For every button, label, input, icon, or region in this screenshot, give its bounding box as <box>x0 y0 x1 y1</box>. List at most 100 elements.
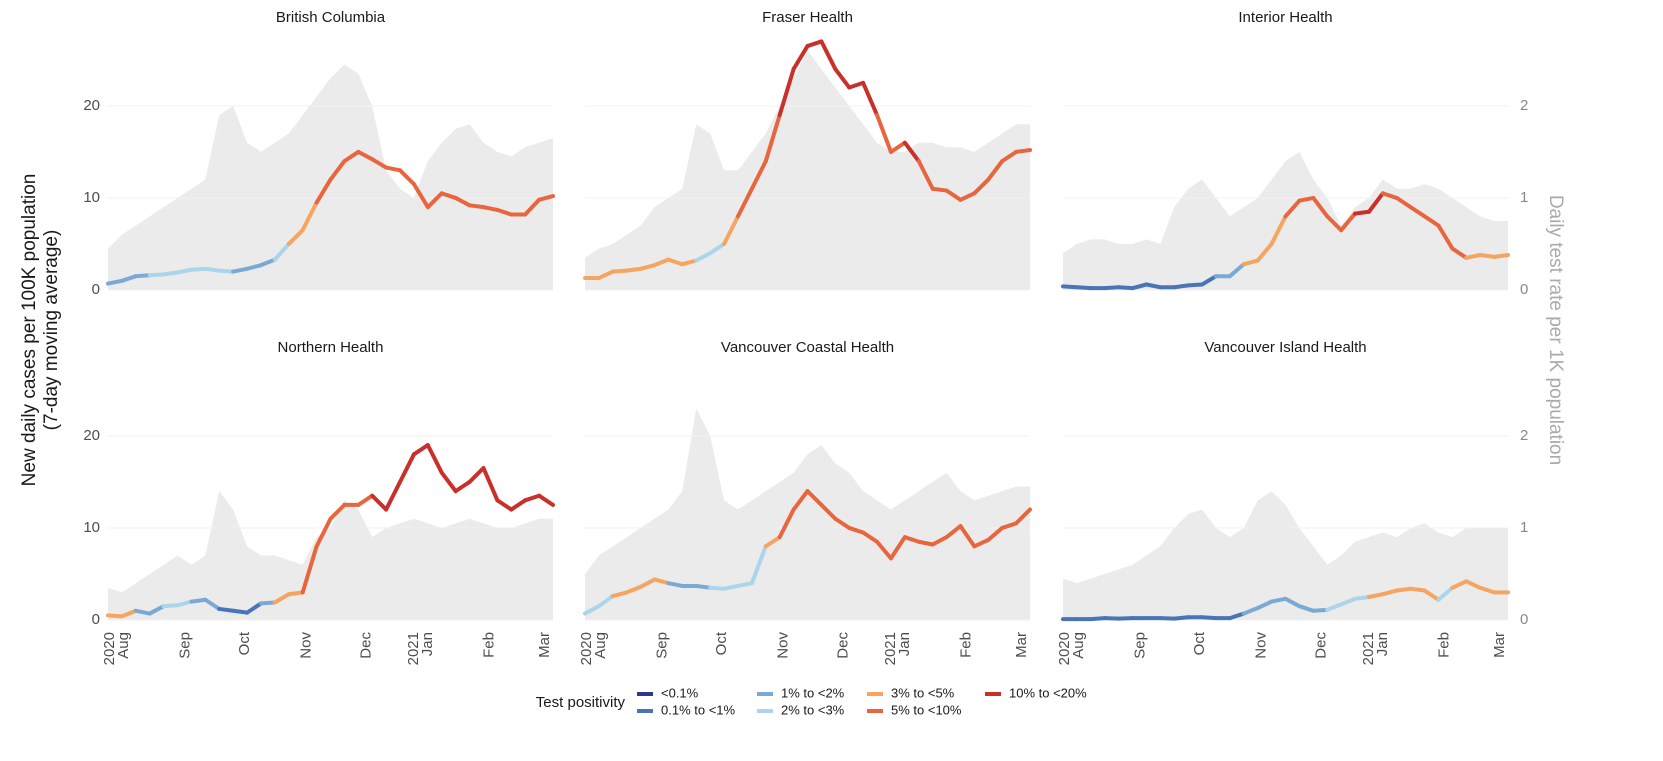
panel-title: Vancouver Coastal Health <box>721 339 894 356</box>
cases-line-segment <box>666 257 685 267</box>
cases-line-segment <box>1269 596 1288 604</box>
cases-line-segment <box>1366 191 1385 214</box>
cases-line-segment <box>735 581 754 588</box>
cases-line-segment <box>189 266 208 272</box>
cases-line-segment <box>1422 214 1441 228</box>
cases-line-segment <box>467 203 486 210</box>
cases-line-segment <box>245 263 263 271</box>
cases-line-segment <box>286 590 305 597</box>
x-year-label: 2020 <box>101 632 118 665</box>
cases-line-segment <box>356 149 375 162</box>
cases-line-segment <box>763 535 782 549</box>
cases-line-segment <box>161 270 180 277</box>
cases-line-segment <box>1353 209 1371 216</box>
x-year-label: 2021 <box>1360 632 1377 665</box>
cases-line-segment <box>1255 241 1274 263</box>
cases-line-segment <box>328 502 347 521</box>
cases-line-segment <box>1380 588 1399 597</box>
cases-line-segment <box>1478 585 1497 595</box>
cases-line-segment <box>481 205 500 212</box>
cases-line-segment <box>1088 616 1107 622</box>
x-tick-label: Aug <box>115 632 132 659</box>
cases-line-segment <box>1450 246 1469 260</box>
cases-line-segment <box>1478 253 1497 259</box>
x-year-label: 2021 <box>405 632 422 665</box>
cases-line-segment <box>106 278 124 286</box>
legend-label: 3% to <5% <box>891 685 955 700</box>
cases-line-segment <box>958 191 977 202</box>
cases-line-segment <box>652 257 671 268</box>
cases-line-segment <box>537 194 555 202</box>
cases-line-segment <box>133 273 152 279</box>
cases-line-segment <box>106 613 124 619</box>
x-tick-label: Mar <box>536 632 553 658</box>
cases-line-segment <box>523 493 542 503</box>
x-tick-label: Jan <box>896 632 913 656</box>
cases-line-segment <box>217 268 236 274</box>
cases-line-segment <box>481 466 500 503</box>
x-tick-label: Nov <box>1253 632 1270 659</box>
cases-line-segment <box>175 599 194 608</box>
cases-line-segment <box>1436 585 1455 602</box>
cases-line-segment <box>1130 282 1149 291</box>
cases-line-segment <box>342 149 361 164</box>
cases-line-segment <box>1269 214 1288 246</box>
cases-line-segment <box>1227 262 1246 279</box>
cases-line-segment <box>1492 253 1510 259</box>
cases-line-segment <box>791 489 810 512</box>
cases-line-segment <box>398 168 416 187</box>
cases-line-segment <box>439 470 458 494</box>
cases-line-segment <box>175 267 194 275</box>
x-year-label: 2020 <box>1056 632 1073 665</box>
cases-line-segment <box>1186 282 1205 288</box>
x-year-label: 2020 <box>578 632 595 665</box>
cases-line-segment <box>1255 599 1274 611</box>
cases-line-segment <box>1200 274 1218 287</box>
cases-line-segment <box>1000 149 1019 164</box>
cases-line-segment <box>495 207 514 217</box>
x-tick-label: Mar <box>1491 632 1508 658</box>
x-tick-label: Aug <box>1070 632 1087 659</box>
cases-line-segment <box>1172 615 1191 621</box>
cases-line-segment <box>944 188 963 202</box>
cases-line-segment <box>958 524 977 549</box>
cases-line-segment <box>805 39 824 49</box>
panel-title: British Columbia <box>276 9 386 26</box>
cases-line-segment <box>300 200 319 233</box>
cases-line-segment <box>1394 195 1413 210</box>
cases-line-segment <box>203 597 222 611</box>
cases-line-segment <box>1325 602 1344 612</box>
cases-line-segment <box>833 516 852 530</box>
cases-line-segment <box>300 544 319 595</box>
y2-tick-label: 2 <box>1520 427 1528 444</box>
cases-line-segment <box>147 272 166 278</box>
cases-line-segment <box>986 525 1005 542</box>
cases-line-segment <box>777 67 796 118</box>
cases-line-segment <box>467 466 486 484</box>
cases-line-segment <box>1394 586 1413 593</box>
legend-label: 2% to <3% <box>781 702 845 717</box>
cases-line-segment <box>258 257 277 268</box>
cases-line-segment <box>356 493 375 507</box>
test-rate-area <box>108 491 553 620</box>
y-tick-label: 20 <box>83 97 100 114</box>
x-tick-label: Dec <box>1312 632 1329 659</box>
cases-line-segment <box>722 214 740 246</box>
x-tick-label: Sep <box>653 632 670 659</box>
cases-line-segment <box>384 479 403 512</box>
cases-line-segment <box>495 498 514 512</box>
x-tick-label: Dec <box>834 632 851 659</box>
cases-line-segment <box>596 594 615 609</box>
cases-line-segment <box>1311 195 1330 219</box>
y-tick-label: 10 <box>83 189 100 206</box>
test-rate-area <box>585 408 1030 620</box>
cases-line-segment <box>583 604 601 616</box>
x-tick-label: Nov <box>775 632 792 659</box>
legend-label: 10% to <20% <box>1009 685 1087 700</box>
y2-tick-label: 1 <box>1520 519 1528 536</box>
cases-line-segment <box>189 597 208 604</box>
cases-line-segment <box>708 585 727 591</box>
cases-line-segment <box>861 530 880 544</box>
cases-line-segment <box>749 544 768 586</box>
